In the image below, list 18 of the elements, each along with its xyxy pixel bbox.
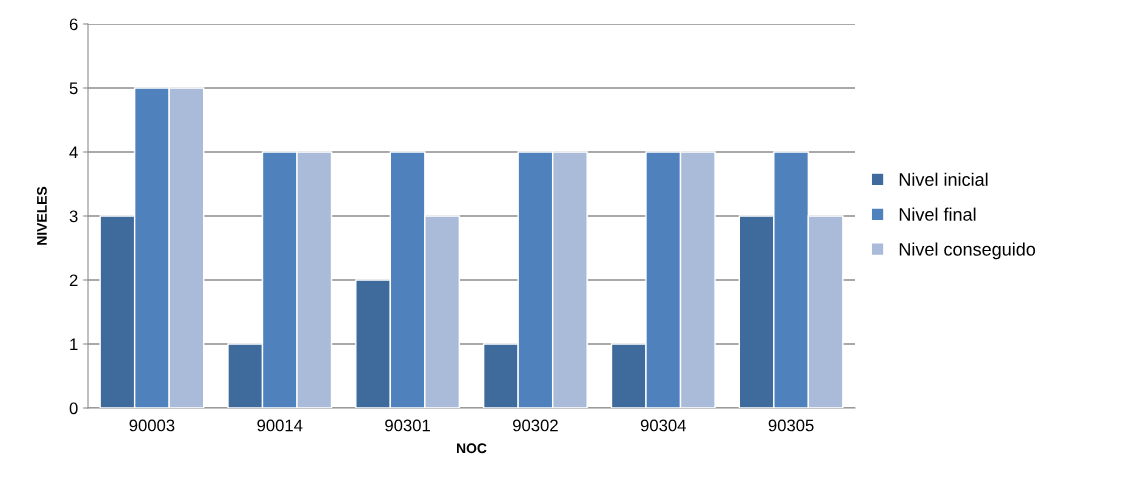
x-tick-label: 90014 [257,419,303,432]
x-tick-label: 90301 [385,419,430,432]
x-tick-label: 90302 [513,419,558,432]
y-tick-label: 0 [69,402,78,415]
y-tick-label: 1 [70,338,78,351]
legend-label: Nivel final [899,207,976,221]
x-tick-label: 90305 [768,419,814,432]
x-axis-title: NOC [457,443,487,454]
y-tick-label: 4 [69,146,78,159]
y-tick-label: 3 [69,210,78,223]
x-tick-label: 90003 [129,419,175,432]
y-axis-title: NIVELES [36,186,47,245]
legend-label: Nivel inicial [899,172,988,186]
y-tick-label: 2 [69,274,78,287]
y-tick-label: 5 [69,82,78,95]
legend-label: Nivel conseguido [899,242,1036,260]
x-tick-label: 90304 [640,419,686,432]
y-tick-label: 6 [69,18,78,31]
